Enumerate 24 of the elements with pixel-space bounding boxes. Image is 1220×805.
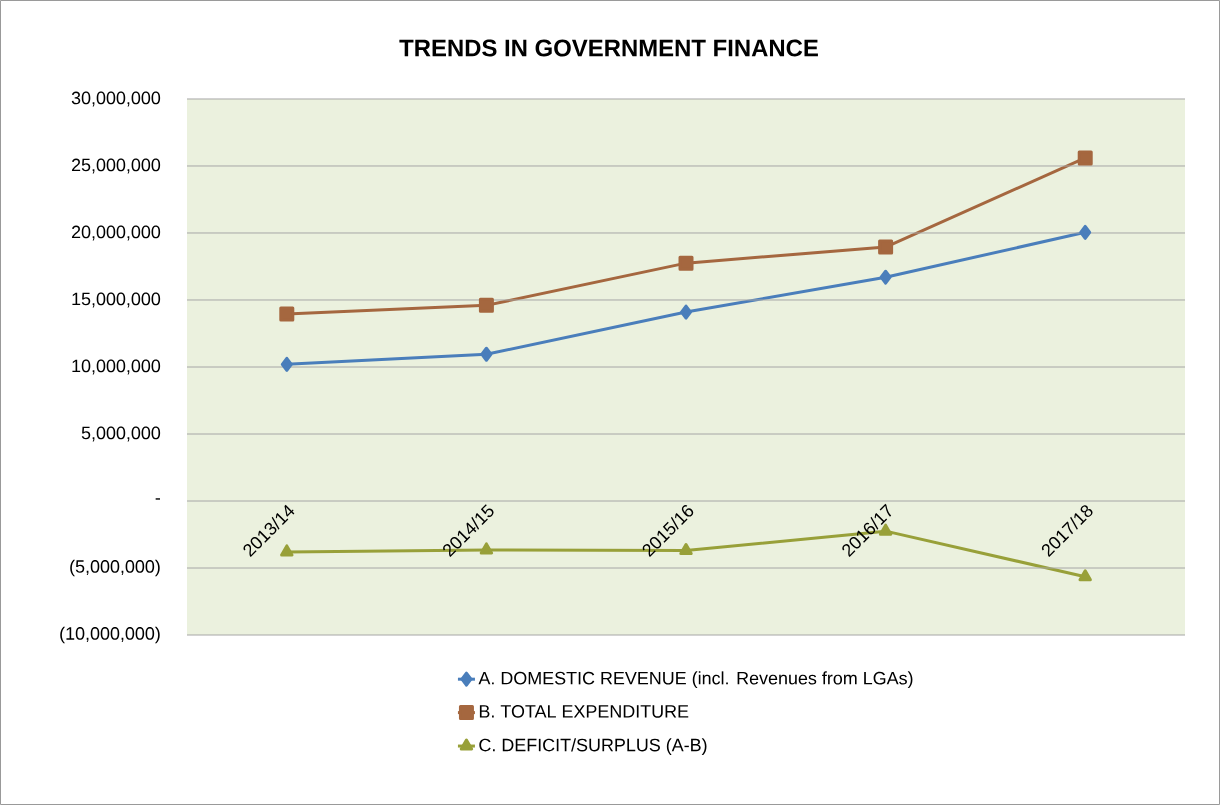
legend-label: B. TOTAL EXPENDITURE xyxy=(479,705,689,718)
y-tick-label: - xyxy=(155,498,161,500)
point xyxy=(678,255,694,271)
y-tick-label: 20,000,000 xyxy=(71,225,161,241)
point xyxy=(680,304,693,320)
y-tick-label: (5,000,000) xyxy=(70,559,160,577)
legend-label: C. DEFICIT/SURPLUS (A-B) xyxy=(479,738,707,755)
point xyxy=(480,346,493,362)
y-tick-label: 30,000,000 xyxy=(71,91,161,107)
y-tick-label: 25,000,000 xyxy=(71,158,161,174)
point xyxy=(1077,150,1093,166)
chart-title: TRENDS IN GOVERNMENT FINANCE xyxy=(399,39,818,57)
point xyxy=(280,356,293,372)
legend-label: A. DOMESTIC REVENUE (incl. Revenues from LGAs) xyxy=(478,671,913,689)
point xyxy=(879,269,892,285)
y-tick-label: 15,000,000 xyxy=(72,292,161,308)
y-tick-label: (10,000,000) xyxy=(60,626,160,644)
point xyxy=(878,239,894,255)
y-tick-label: 5,000,000 xyxy=(81,426,161,442)
point xyxy=(1079,224,1092,240)
point xyxy=(279,306,295,322)
point xyxy=(478,297,494,313)
point xyxy=(1078,569,1092,582)
y-tick-label: 10,000,000 xyxy=(72,359,161,375)
